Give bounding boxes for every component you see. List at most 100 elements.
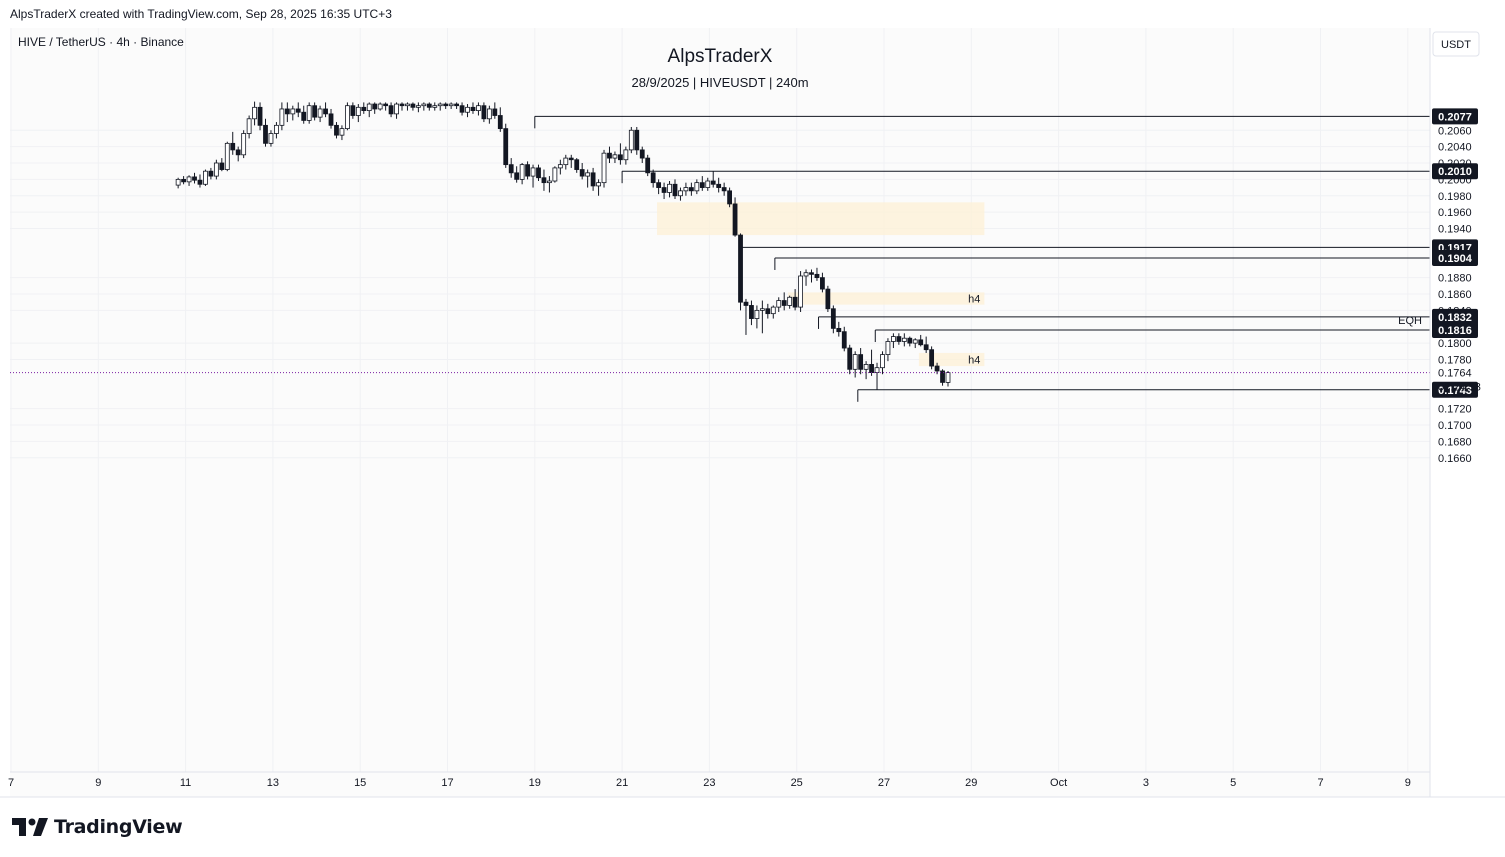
candle-body-down xyxy=(672,183,678,197)
candle xyxy=(749,300,754,326)
candle-body-down xyxy=(208,170,214,177)
candle xyxy=(721,182,727,196)
candle-body-up xyxy=(203,170,208,185)
candle xyxy=(639,146,645,163)
candle xyxy=(891,333,896,349)
candle-body-down xyxy=(497,115,503,130)
candle-body-up xyxy=(274,124,279,134)
candle-body-down xyxy=(841,331,847,349)
candle xyxy=(241,130,247,159)
candle xyxy=(492,102,498,119)
candle xyxy=(514,166,520,183)
candle-body-up xyxy=(377,103,383,110)
time-tick-label: 17 xyxy=(441,777,453,789)
candle xyxy=(317,105,323,123)
currency-button[interactable]: USDT xyxy=(1432,31,1480,57)
candle-body-up xyxy=(803,272,809,277)
candle xyxy=(940,369,945,386)
candle xyxy=(274,122,279,139)
candle xyxy=(486,105,492,124)
candle-body-down xyxy=(661,187,667,193)
grid-lines xyxy=(10,28,1430,772)
candle xyxy=(743,298,749,335)
candle-body-down xyxy=(514,172,520,180)
candle-body-up xyxy=(880,354,885,369)
candle-body-down xyxy=(443,103,449,107)
level-price-text: 0.1743 xyxy=(1438,385,1472,397)
candle-body-down xyxy=(688,187,694,192)
time-tick-label: 7 xyxy=(1317,777,1323,789)
candle-body-up xyxy=(612,154,618,159)
candle-body-down xyxy=(634,129,640,151)
candle-body-down xyxy=(743,301,749,306)
time-tick-label: 21 xyxy=(616,777,628,789)
level-price-text: 0.1904 xyxy=(1438,253,1473,265)
candle-body-down xyxy=(607,152,612,159)
candle xyxy=(945,370,951,387)
candle xyxy=(175,177,181,189)
candle xyxy=(437,102,443,111)
level-price-text: 0.1832 xyxy=(1438,312,1472,324)
time-tick-label: 11 xyxy=(180,777,191,789)
level-price-badge xyxy=(1432,322,1478,339)
candle xyxy=(497,107,503,132)
candle-body-down xyxy=(197,179,203,185)
level-price-text: 0.1816 xyxy=(1438,325,1472,337)
supply-demand-zone xyxy=(918,352,985,367)
candle-body-down xyxy=(781,300,787,306)
price-tick-label: 0.1700 xyxy=(1438,420,1472,432)
candle-body-down xyxy=(727,190,732,205)
level-price-badge xyxy=(1432,249,1478,266)
candle-body-down xyxy=(334,124,339,136)
candle xyxy=(224,141,230,172)
candle xyxy=(776,297,782,313)
zones-layer: h4 h4 xyxy=(657,202,985,367)
candle-body-down xyxy=(918,339,924,346)
time-axis[interactable]: 7 9 11 13 15 17 19 21 23 25 27 29 Oct 3 5 7 9 xyxy=(8,777,1411,789)
candle-body-up xyxy=(667,183,672,193)
candle-body-down xyxy=(388,105,394,115)
time-tick-label: 25 xyxy=(791,777,803,789)
tradingview-branding[interactable]: TradingView xyxy=(12,814,183,840)
candle xyxy=(426,102,432,111)
level-price-text: 0.2077 xyxy=(1438,111,1472,123)
candle-body-down xyxy=(230,142,236,151)
tradingview-logo-icon xyxy=(12,818,48,836)
candle-body-up xyxy=(776,300,782,308)
candle-body-up xyxy=(759,308,765,311)
candle-body-up xyxy=(601,152,607,184)
candle xyxy=(350,102,356,119)
candle xyxy=(372,102,378,114)
candle-body-up xyxy=(448,103,454,107)
candle xyxy=(710,171,716,188)
candle xyxy=(541,169,547,191)
price-tick-label: 0.1880 xyxy=(1438,273,1472,285)
candle xyxy=(585,169,591,188)
candle xyxy=(503,123,509,168)
candle xyxy=(415,102,421,113)
level-price-badge xyxy=(1432,381,1478,398)
candle-body-down xyxy=(235,149,241,156)
candle-body-up xyxy=(874,367,880,373)
candle xyxy=(219,158,225,172)
candle-body-up xyxy=(290,108,296,115)
zone-label: h4 xyxy=(968,355,980,367)
zone-label: h4 xyxy=(968,294,980,306)
levels-layer: EQH xyxy=(534,115,1430,402)
candle xyxy=(508,158,514,178)
plot-area-background xyxy=(10,28,1430,797)
candle xyxy=(880,351,885,375)
candle-body-up xyxy=(547,180,552,184)
candle-body-up xyxy=(279,108,285,126)
candle xyxy=(852,351,858,378)
candle xyxy=(885,338,891,362)
candle xyxy=(830,305,836,334)
candle-body-up xyxy=(366,103,372,112)
candle-body-up xyxy=(437,103,443,107)
price-tick-label: 0.1860 xyxy=(1438,289,1472,301)
candle-body-down xyxy=(525,164,530,177)
candle xyxy=(590,167,596,191)
candle xyxy=(803,269,809,286)
candle-body-up xyxy=(901,337,907,342)
